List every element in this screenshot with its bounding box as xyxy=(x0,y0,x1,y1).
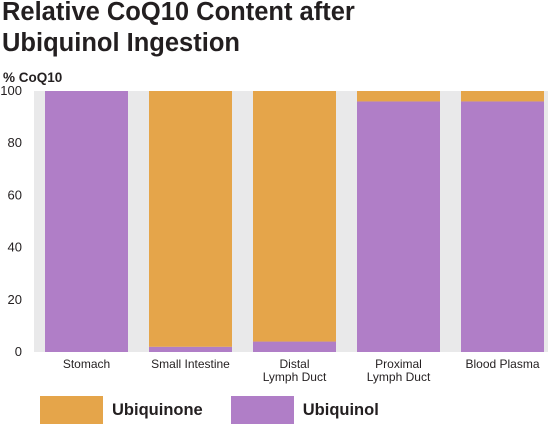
bar-ubiquinol-0 xyxy=(45,91,128,352)
y-tick-label: 40 xyxy=(8,240,22,255)
bar-ubiquinol-2 xyxy=(253,341,336,352)
chart-title: Relative CoQ10 Content after Ubiquinol I… xyxy=(2,0,542,59)
bar-ubiquinol-3 xyxy=(357,101,440,352)
y-tick-label: 60 xyxy=(8,187,22,202)
bar-ubiquinone-1 xyxy=(149,91,232,347)
category-label: Lymph Duct xyxy=(367,370,431,384)
chart-title-line-2: Ubiquinol Ingestion xyxy=(2,29,240,57)
bar-ubiquinone-4 xyxy=(461,91,544,102)
bar-ubiquinone-2 xyxy=(253,91,336,342)
legend-label-ubiquinol: Ubiquinol xyxy=(302,400,379,419)
category-label: Lymph Duct xyxy=(263,370,327,384)
y-tick-label: 80 xyxy=(8,135,22,150)
legend-swatch-ubiquinone xyxy=(40,396,103,424)
y-axis-label: % CoQ10 xyxy=(3,70,62,85)
legend-item-ubiquinone: Ubiquinone xyxy=(40,396,203,424)
category-label: Distal xyxy=(279,357,309,371)
chart-title-line-1: Relative CoQ10 Content after xyxy=(2,0,355,26)
legend-swatch-ubiquinol xyxy=(230,396,294,424)
category-label: Small Intestine xyxy=(151,357,230,371)
category-label: Blood Plasma xyxy=(465,357,539,371)
y-tick-label: 20 xyxy=(8,292,22,307)
y-tick-label: 0 xyxy=(15,344,22,359)
bar-ubiquinone-3 xyxy=(357,91,440,102)
legend-item-ubiquinol: Ubiquinol xyxy=(230,396,379,424)
y-tick-label: 100 xyxy=(0,83,22,98)
bar-ubiquinol-1 xyxy=(149,346,232,352)
bar-ubiquinol-4 xyxy=(461,101,544,352)
category-label: Stomach xyxy=(63,357,110,371)
category-label: Proximal xyxy=(375,357,422,371)
legend: Ubiquinone Ubiquinol xyxy=(40,396,407,424)
legend-label-ubiquinone: Ubiquinone xyxy=(112,400,203,419)
